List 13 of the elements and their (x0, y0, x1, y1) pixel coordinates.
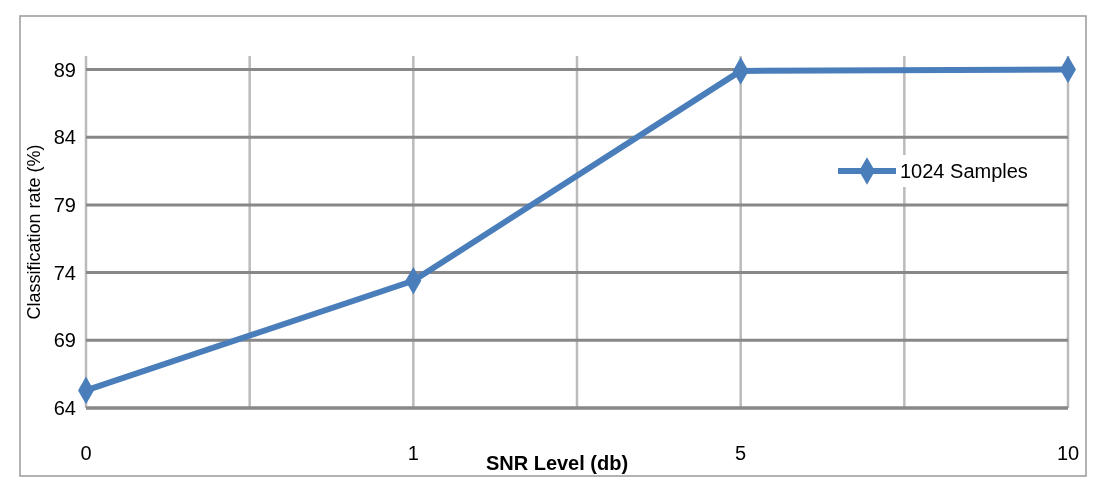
y-tick-label: 89 (53, 58, 76, 81)
x-tick-label: 0 (80, 442, 92, 464)
y-tick-label: 69 (53, 329, 76, 352)
y-tick-label: 74 (53, 261, 76, 284)
x-tick-label: 10 (1056, 442, 1080, 464)
legend-label: 1024 Samples (900, 160, 1028, 182)
x-axis-title: SNR Level (db) (485, 452, 629, 474)
y-tick-label: 84 (53, 126, 76, 149)
y-tick-label: 64 (53, 397, 76, 419)
y-axis-title: Classification rate (%) (24, 144, 44, 320)
y-tick-label: 79 (53, 193, 76, 216)
x-tick-label: 5 (735, 442, 747, 464)
x-tick-label: 1 (407, 442, 419, 464)
